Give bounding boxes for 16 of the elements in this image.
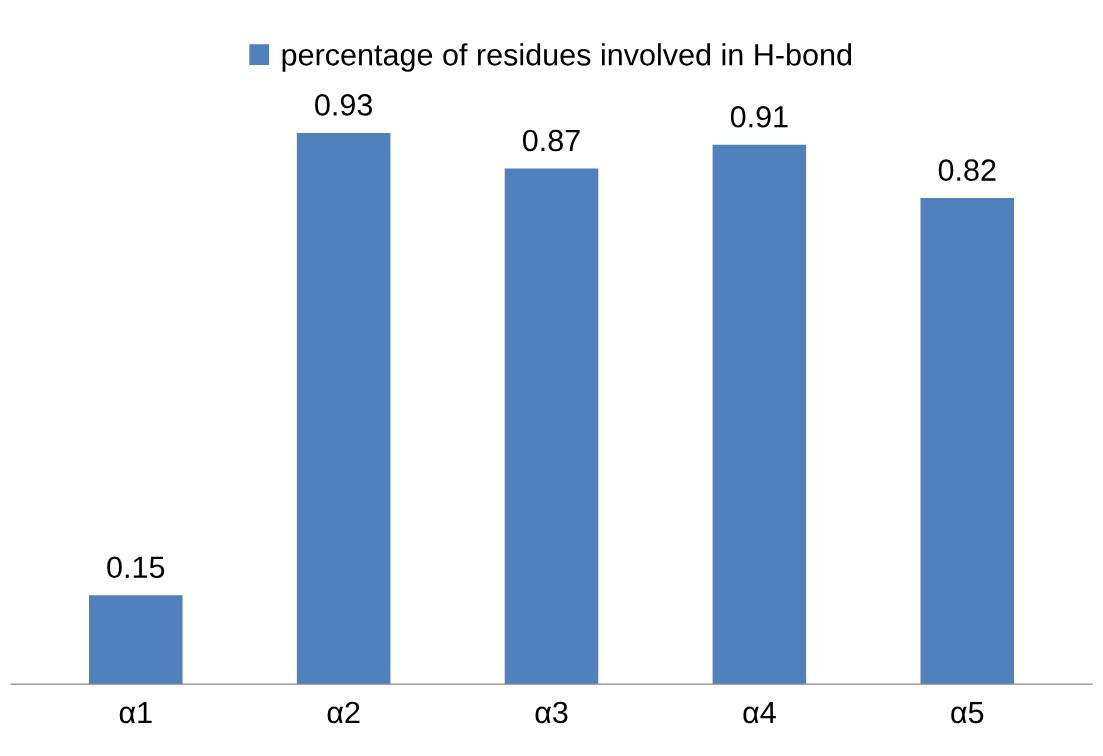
bar xyxy=(712,144,807,685)
data-label: 0.15 xyxy=(107,556,165,579)
x-tick-label: α1 xyxy=(119,701,152,724)
x-tick-label: α4 xyxy=(743,701,776,724)
x-tick-label: α3 xyxy=(535,701,568,724)
bar xyxy=(504,168,599,685)
data-label: 0.93 xyxy=(315,94,373,116)
bar xyxy=(920,198,1015,685)
bar xyxy=(88,595,183,685)
bar xyxy=(296,132,391,685)
legend-label: percentage of residues involved in H-bond xyxy=(282,43,852,72)
data-label: 0.91 xyxy=(730,105,788,128)
x-tick-label: α5 xyxy=(951,701,984,724)
x-tick-label: α2 xyxy=(327,701,360,724)
data-label: 0.87 xyxy=(522,129,580,152)
data-label: 0.82 xyxy=(938,159,996,181)
